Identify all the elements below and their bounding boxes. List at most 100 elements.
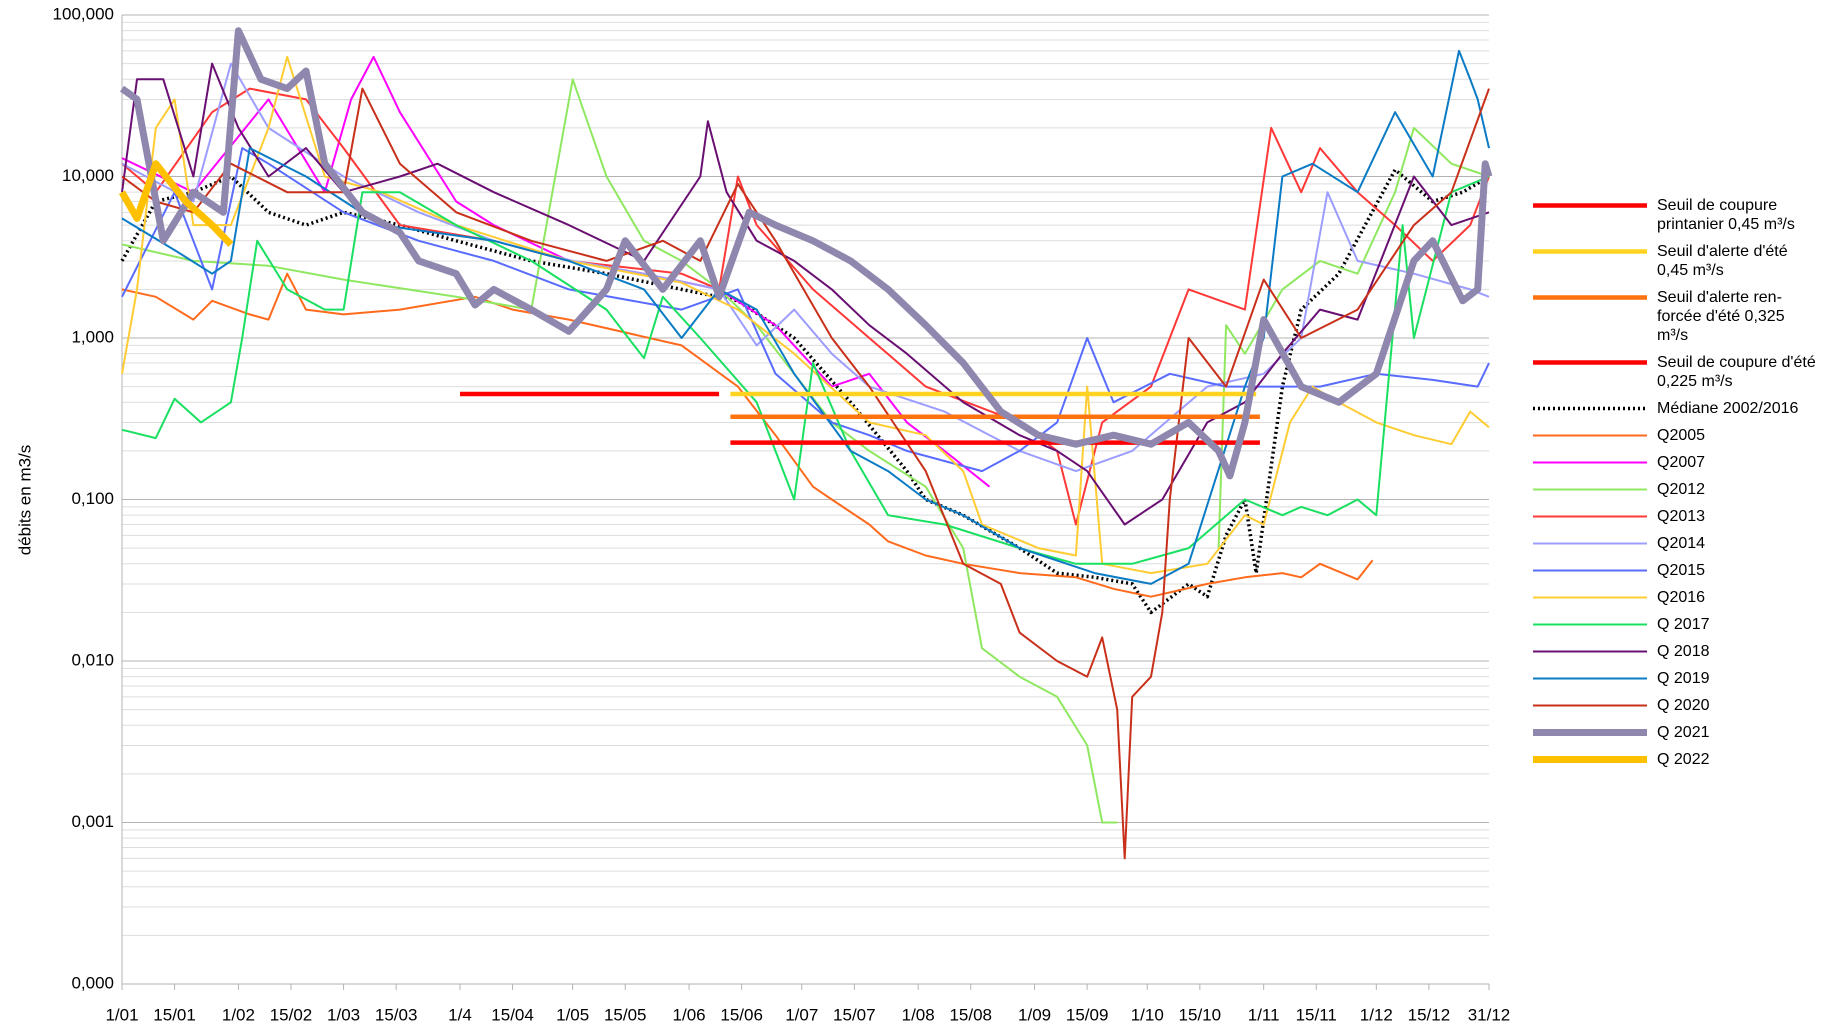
series-line xyxy=(118,160,234,247)
legend-label: Q 2020 xyxy=(1657,697,1710,714)
legend-swatch xyxy=(1533,596,1647,599)
x-tick-label: 15/06 xyxy=(720,1005,763,1024)
series-line xyxy=(121,87,1490,526)
y-tick-label: 0,000 xyxy=(71,973,114,992)
x-tick-label: 1/08 xyxy=(902,1005,935,1024)
x-tick-label: 31/12 xyxy=(1468,1005,1511,1024)
legend-item: Seuil de coupure printanier 0,45 m³/s xyxy=(1531,196,1821,234)
legend-label: Seuil d'alerte ren-forcée d'été 0,325 m³… xyxy=(1657,289,1785,344)
y-tick-label: 0,100 xyxy=(71,489,114,508)
legend-item: Q2012 xyxy=(1531,480,1821,499)
y-tick-label: 100,000 xyxy=(53,4,114,23)
legend-label: Q 2021 xyxy=(1657,724,1710,741)
legend-label: Q2016 xyxy=(1657,589,1706,606)
legend-swatch xyxy=(1533,249,1647,254)
legend-swatch xyxy=(1533,488,1647,491)
x-tick-label: 1/11 xyxy=(1248,1005,1280,1024)
legend-label: Q2014 xyxy=(1657,535,1706,552)
legend-item: Seuil d'alerte ren-forcée d'été 0,325 m³… xyxy=(1531,288,1821,345)
legend-label: Seuil de coupure d'été 0,225 m³/s xyxy=(1657,354,1816,390)
legend-swatch xyxy=(1533,677,1647,680)
legend-item: Q2014 xyxy=(1531,534,1821,553)
legend-swatch xyxy=(1533,650,1647,653)
legend-label: Q 2022 xyxy=(1657,751,1710,768)
legend-item: Médiane 2002/2016 xyxy=(1531,399,1821,418)
y-axis-title: débits en m3/s xyxy=(15,445,34,556)
series-line xyxy=(119,27,1493,480)
legend-label: Q2012 xyxy=(1657,481,1706,498)
series-line xyxy=(121,62,1490,473)
x-tick-label: 1/02 xyxy=(222,1005,255,1024)
legend-item: Q2015 xyxy=(1531,561,1821,580)
y-tick-label: 0,010 xyxy=(71,650,114,669)
legend-item: Q 2019 xyxy=(1531,669,1821,688)
series-line xyxy=(121,49,1490,585)
x-tick-label: 1/05 xyxy=(556,1005,589,1024)
x-tick-label: 15/11 xyxy=(1296,1005,1337,1024)
x-tick-label: 1/03 xyxy=(327,1005,360,1024)
legend-swatch xyxy=(1533,295,1647,300)
legend-swatch xyxy=(1533,756,1647,763)
legend-swatch xyxy=(1533,434,1647,437)
x-tick-label: 1/09 xyxy=(1018,1005,1051,1024)
legend-swatch xyxy=(1533,406,1647,411)
legend-item: Q 2018 xyxy=(1531,642,1821,661)
legend-item: Q 2020 xyxy=(1531,696,1821,715)
y-tick-label: 10,000 xyxy=(62,166,114,185)
legend-item: Q2007 xyxy=(1531,453,1821,472)
legend-swatch xyxy=(1533,542,1647,545)
x-tick-label: 15/02 xyxy=(270,1005,313,1024)
legend-label: Q2007 xyxy=(1657,454,1706,471)
legend-swatch xyxy=(1533,515,1647,518)
legend-label: Q 2018 xyxy=(1657,643,1710,660)
legend-swatch xyxy=(1533,360,1647,365)
series-line xyxy=(121,87,1490,860)
legend-label: Q2005 xyxy=(1657,427,1706,444)
x-tick-label: 1/4 xyxy=(448,1005,472,1024)
legend-label: Q2015 xyxy=(1657,562,1706,579)
series-line xyxy=(121,272,1374,598)
legend-item: Q2005 xyxy=(1531,426,1821,445)
legend-swatch xyxy=(1533,704,1647,707)
x-tick-label: 15/10 xyxy=(1179,1005,1222,1024)
x-tick-label: 15/01 xyxy=(153,1005,196,1024)
legend: Seuil de coupure printanier 0,45 m³/s Seu… xyxy=(1531,196,1821,777)
legend-swatch xyxy=(1533,203,1647,208)
legend-item: Seuil de coupure d'été 0,225 m³/s xyxy=(1531,353,1821,391)
x-tick-label: 1/12 xyxy=(1360,1005,1393,1024)
x-tick-label: 1/07 xyxy=(785,1005,818,1024)
legend-item: Q 2021 xyxy=(1531,723,1821,742)
x-tick-label: 15/07 xyxy=(833,1005,876,1024)
x-tick-label: 15/03 xyxy=(375,1005,418,1024)
legend-label: Seuil de coupure printanier 0,45 m³/s xyxy=(1657,197,1795,233)
legend-label: Q2013 xyxy=(1657,508,1706,525)
legend-label: Seuil d'alerte d'été 0,45 m³/s xyxy=(1657,243,1788,279)
series-line xyxy=(120,168,1490,615)
legend-item: Q2016 xyxy=(1531,588,1821,607)
y-tick-label: 0,001 xyxy=(71,812,114,831)
legend-swatch xyxy=(1533,729,1647,736)
series-line xyxy=(121,55,1490,575)
legend-swatch xyxy=(1533,461,1647,464)
legend-item: Q 2017 xyxy=(1531,615,1821,634)
legend-item: Seuil d'alerte d'été 0,45 m³/s xyxy=(1531,242,1821,280)
series-line xyxy=(121,175,1490,565)
x-tick-label: 15/09 xyxy=(1066,1005,1109,1024)
x-tick-label: 15/12 xyxy=(1408,1005,1451,1024)
legend-label: Q 2019 xyxy=(1657,670,1710,687)
y-tick-label: 1,000 xyxy=(71,327,114,346)
legend-label: Q 2017 xyxy=(1657,616,1710,633)
legend-swatch xyxy=(1533,569,1647,572)
legend-swatch xyxy=(1533,623,1647,626)
x-tick-label: 15/05 xyxy=(604,1005,647,1024)
legend-label: Médiane 2002/2016 xyxy=(1657,400,1799,417)
x-tick-label: 1/06 xyxy=(673,1005,706,1024)
x-tick-label: 1/01 xyxy=(105,1005,138,1024)
x-tick-label: 1/10 xyxy=(1131,1005,1164,1024)
x-tick-label: 15/04 xyxy=(491,1005,534,1024)
x-tick-label: 15/08 xyxy=(949,1005,992,1024)
legend-item: Q 2022 xyxy=(1531,750,1821,769)
legend-item: Q2013 xyxy=(1531,507,1821,526)
